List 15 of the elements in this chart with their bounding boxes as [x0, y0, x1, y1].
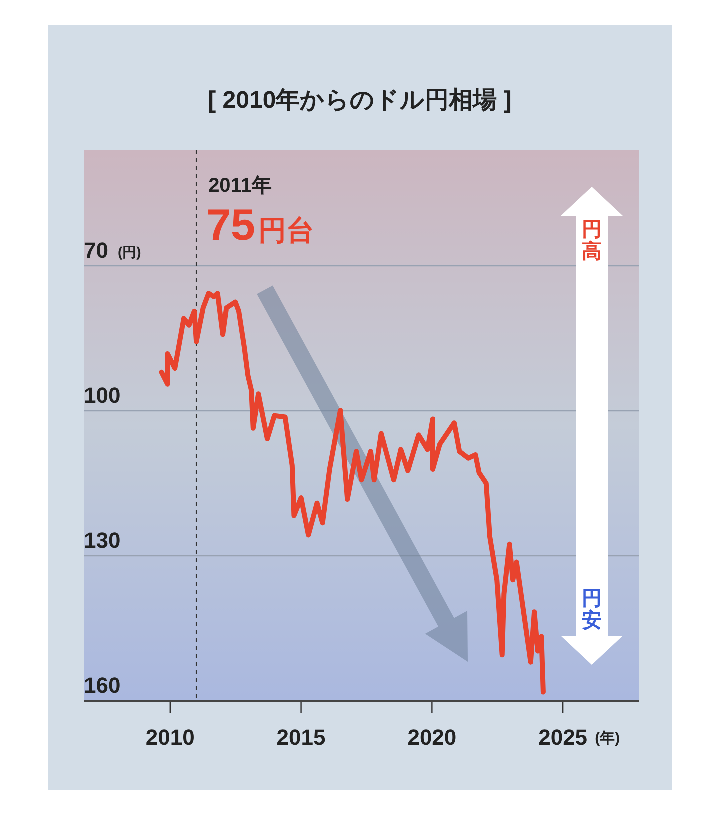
x-tick-label: 2025 — [538, 725, 588, 750]
annotation: 円安 — [582, 588, 602, 632]
x-tick-label: 2015 — [276, 725, 326, 750]
ref-line-label: 2011年 — [208, 175, 272, 197]
y-tick-label: 100 — [84, 383, 121, 408]
y-tick-label: 70 — [84, 238, 108, 263]
y-axis-title: (円) — [118, 244, 142, 260]
y-tick-label: 130 — [84, 528, 121, 553]
y-tick-label: 160 — [84, 673, 121, 698]
annotation: 75円台 — [206, 201, 315, 250]
x-axis-title: (年) — [595, 730, 620, 747]
x-tick-label: 2020 — [408, 725, 457, 750]
x-tick-label: 2010 — [146, 725, 195, 750]
annotation: 円高 — [582, 219, 602, 263]
chart-title: [ 2010年からのドル円相場 ] — [208, 87, 512, 114]
